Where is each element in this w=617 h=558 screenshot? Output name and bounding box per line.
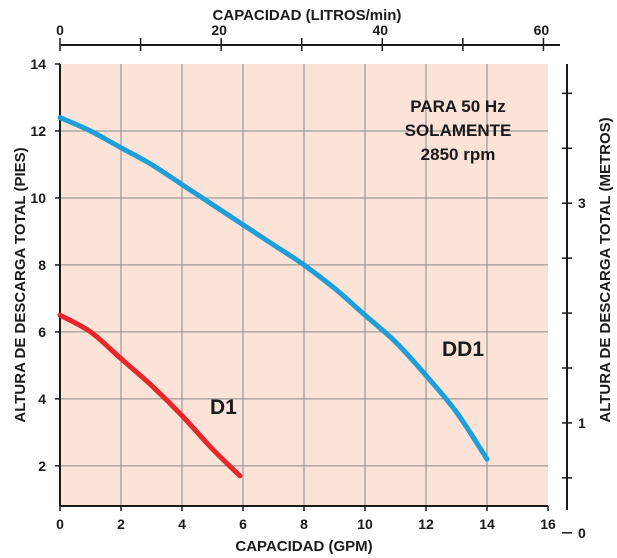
top-tick-label-60: 60: [534, 22, 550, 38]
top-tick-label-0: 0: [56, 22, 64, 38]
left-tick-label-2: 2: [38, 458, 46, 474]
bottom-tick-label-14: 14: [479, 516, 495, 532]
ticks: 0 2 4 6 8 10 12 14 16 2 4 6 8 10 12 14 0 20 40 60 0 1 3: [30, 22, 586, 541]
bottom-tick-label-6: 6: [239, 516, 247, 532]
right-tick-label-0: 0: [578, 525, 586, 541]
left-axis-title: ALTURA DE DESCARGA TOTAL (PIES): [12, 147, 29, 422]
series-label-d1: D1: [210, 396, 237, 419]
left-tick-label-6: 6: [38, 324, 46, 340]
series-line-dd1: [57, 115, 490, 462]
bottom-tick-label-0: 0: [56, 516, 64, 532]
left-tick-label-8: 8: [38, 257, 46, 273]
left-tick-label-12: 12: [30, 123, 46, 139]
bottom-tick-label-16: 16: [540, 516, 556, 532]
right-axis-title: ALTURA DE DESCARGA TOTAL (METROS): [597, 117, 614, 422]
series-group: [57, 115, 490, 479]
bottom-tick-label-2: 2: [117, 516, 125, 532]
annotation-line-2: SOLAMENTE: [405, 121, 512, 140]
left-tick-label-4: 4: [38, 391, 46, 407]
top-axis-title: CAPACIDAD (LITROS/min): [213, 7, 402, 24]
bottom-tick-label-10: 10: [357, 516, 373, 532]
left-tick-label-14: 14: [30, 56, 46, 72]
right-tick-label-1: 1: [578, 415, 586, 431]
bottom-axis-title: CAPACIDAD (GPM): [235, 538, 372, 555]
bottom-tick-label-4: 4: [178, 516, 186, 532]
top-tick-label-40: 40: [373, 22, 389, 38]
annotation-line-1: PARA 50 Hz: [410, 97, 505, 116]
left-tick-label-10: 10: [30, 190, 46, 206]
series-label-dd1: DD1: [442, 338, 484, 361]
series-line-d1: [57, 312, 243, 479]
annotation-line-3: 2850 rpm: [421, 145, 496, 164]
bottom-tick-label-8: 8: [300, 516, 308, 532]
bottom-tick-label-12: 12: [418, 516, 434, 532]
right-tick-label-3: 3: [578, 195, 586, 211]
top-tick-label-20: 20: [211, 22, 227, 38]
